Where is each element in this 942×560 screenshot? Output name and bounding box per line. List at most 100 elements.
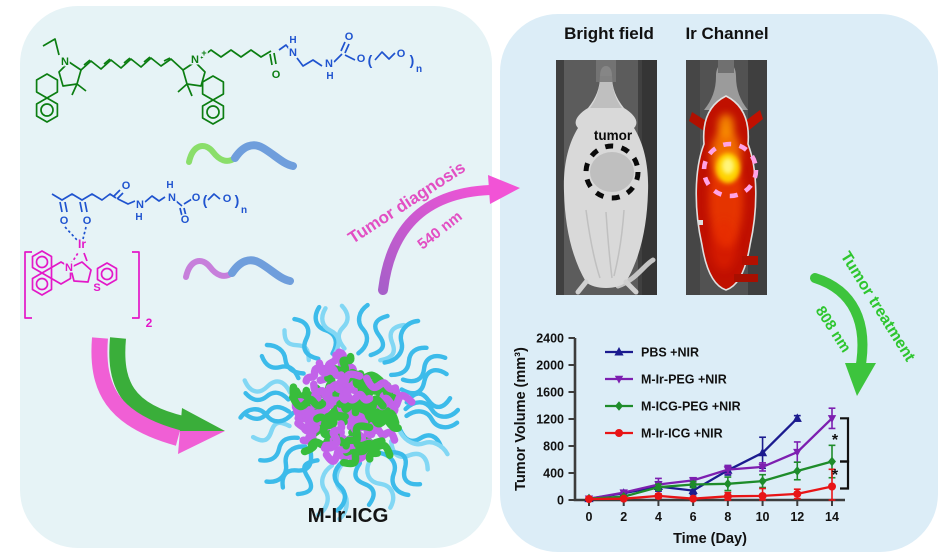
ir-channel-image xyxy=(686,60,767,295)
x-tick-label: 10 xyxy=(756,510,770,524)
micelle-peg-arm xyxy=(356,302,370,356)
data-marker xyxy=(689,479,698,490)
data-marker xyxy=(827,415,837,423)
micelle-peg-arm xyxy=(250,420,292,443)
x-tick-label: 0 xyxy=(586,510,593,524)
data-marker xyxy=(615,429,623,437)
micelle-peg-arm xyxy=(398,430,450,457)
legend-label: PBS +NIR xyxy=(641,346,699,360)
micelle-peg-arm xyxy=(332,459,348,513)
data-marker xyxy=(619,494,628,503)
data-marker xyxy=(688,485,698,495)
micelle-peg-arm xyxy=(292,316,321,361)
atom-label: n xyxy=(416,64,422,75)
x-tick-label: 4 xyxy=(655,510,662,524)
y-tick-label: 1600 xyxy=(536,386,564,400)
micelle-label: M-Ir-ICG xyxy=(307,504,389,527)
atom-label: O xyxy=(345,31,354,43)
micelle-core-strand xyxy=(299,421,321,445)
data-marker xyxy=(758,491,767,500)
data-marker xyxy=(793,489,802,498)
tumor-region xyxy=(590,152,634,192)
micelle-illustration xyxy=(238,302,461,522)
atom-label: ( xyxy=(368,52,373,68)
micelle-core-strand xyxy=(319,411,349,434)
y-tick-label: 400 xyxy=(543,467,564,481)
chart-series-line xyxy=(588,417,833,500)
atom-label: O xyxy=(122,180,131,192)
x-tick-label: 2 xyxy=(620,510,627,524)
atom-label: Ir xyxy=(78,237,86,251)
micelle-peg-arm xyxy=(365,457,396,510)
significance-label: * xyxy=(832,467,839,484)
tumor-circle xyxy=(583,143,641,201)
micelle-core-strand xyxy=(356,396,376,423)
micelle-peg-arm xyxy=(404,409,460,430)
micelle-peg-arm xyxy=(399,368,449,396)
atom-label: O xyxy=(357,53,366,65)
significance-bracket xyxy=(840,417,850,463)
data-marker xyxy=(828,456,836,467)
micelle-peg-arm xyxy=(404,391,453,410)
micelle-peg-arm xyxy=(368,313,390,358)
polymer-strand-ir xyxy=(183,256,294,285)
x-axis-label: Time (Day) xyxy=(673,531,747,547)
micelle-core-strand xyxy=(362,374,400,393)
atom-label: N xyxy=(65,262,73,274)
micelle-core-strand xyxy=(333,376,349,404)
bright-field-title: Bright field xyxy=(564,24,654,43)
data-marker xyxy=(723,492,732,501)
atom-label: O xyxy=(272,69,281,81)
atom-label: ( xyxy=(203,192,208,208)
micelle-peg-arm xyxy=(259,353,301,381)
y-tick-label: 1200 xyxy=(536,413,564,427)
micelle-peg-arm xyxy=(353,460,376,507)
data-marker xyxy=(654,491,663,500)
data-marker xyxy=(792,413,802,422)
data-marker xyxy=(585,494,593,503)
micelle-peg-arm xyxy=(382,318,421,365)
micelle-core-strand xyxy=(370,406,402,432)
atom-label: H xyxy=(135,212,142,223)
significance-label: * xyxy=(832,432,839,449)
tumor-growth-chart: 0 400 800 1200 1600 2000 2400 0 2 4 6 8 10 12 14 Time (… xyxy=(513,332,850,547)
y-tick-label: 800 xyxy=(543,440,564,454)
atom-label: H xyxy=(289,35,296,46)
atom-label: H xyxy=(326,71,333,82)
x-tick-label: 12 xyxy=(790,510,804,524)
micelle-peg-arm xyxy=(264,342,306,376)
data-marker xyxy=(723,466,733,475)
tumor-signal-circle xyxy=(701,141,759,199)
micelle-peg-arm xyxy=(336,303,350,351)
micelle-peg-arm xyxy=(315,463,335,518)
chart-series-line xyxy=(588,485,833,501)
atom-label: N xyxy=(191,54,199,66)
atom-label: n xyxy=(241,205,247,216)
micelle-core-strand xyxy=(315,359,345,380)
data-marker xyxy=(757,447,768,457)
atom-label: O xyxy=(192,192,201,204)
legend-label: M-ICG-PEG +NIR xyxy=(641,400,741,414)
atom-label: H xyxy=(166,180,173,191)
atom-label: N xyxy=(168,192,176,204)
atom-label: + xyxy=(201,48,206,58)
micelle-peg-arm xyxy=(242,378,293,395)
micelle-peg-arm xyxy=(387,449,423,487)
atom-label: O xyxy=(60,215,69,227)
atom-label: O xyxy=(397,48,406,60)
atom-label: O xyxy=(181,214,190,226)
bright-field-image: tumor xyxy=(556,60,657,295)
micelle-core-strand xyxy=(342,387,374,404)
y-axis-label: Tumor Volume (mm³) xyxy=(513,347,529,491)
polymer-strand-icg xyxy=(186,141,297,170)
legend-label: M-Ir-PEG +NIR xyxy=(641,373,727,387)
data-marker xyxy=(758,463,767,472)
micelle-peg-arm xyxy=(243,404,292,421)
atom-label: O xyxy=(83,215,92,227)
diagnosis-arrow xyxy=(378,175,520,295)
micelle-core-strand xyxy=(359,395,387,413)
y-tick-label: 0 xyxy=(557,494,564,508)
legend-label: M-Ir-ICG +NIR xyxy=(641,427,723,441)
